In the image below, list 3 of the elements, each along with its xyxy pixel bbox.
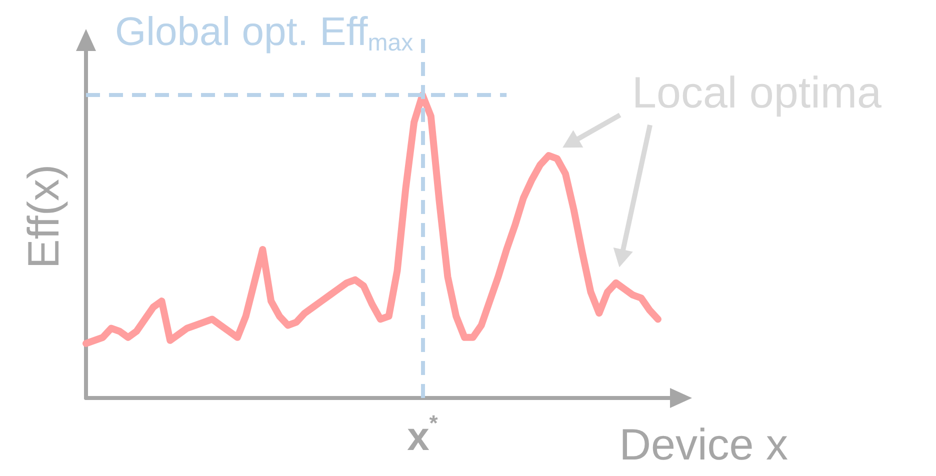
y-axis-title: Eff(x): [20, 164, 68, 269]
text: x*: [407, 410, 438, 459]
x-axis-title: Device x: [619, 420, 788, 470]
